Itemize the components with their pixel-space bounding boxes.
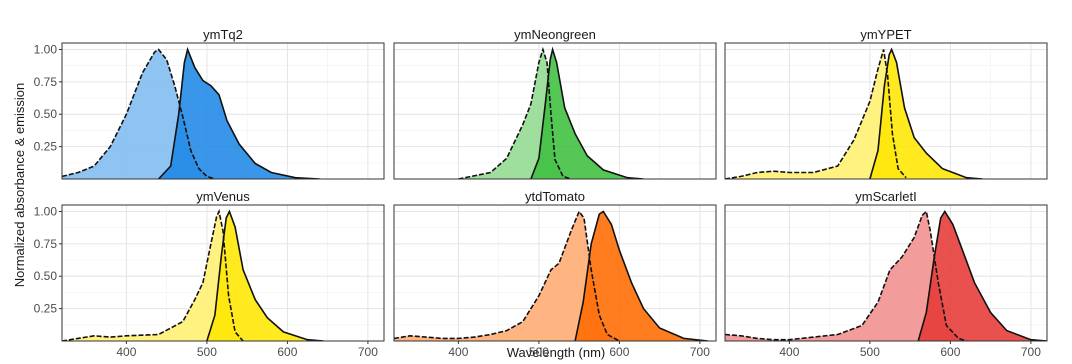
facet-panel: ymScarletI 400 500 600 700 [724, 189, 1048, 359]
emission-line [206, 209, 324, 341]
emission-area [206, 211, 324, 341]
facet-panel: ymYPET [724, 27, 1048, 180]
x-tick-label: 400 [448, 345, 468, 359]
emission-line [530, 46, 644, 179]
x-tick-label: 400 [779, 345, 799, 359]
facet-panel: ymNeongreen [393, 27, 717, 180]
y-tick-label: 0.75 [34, 237, 58, 251]
facet-title: ymVenus [196, 189, 250, 204]
data-layer [62, 46, 320, 179]
facet-title: ymYPET [860, 27, 911, 42]
x-tick-label: 600 [940, 345, 960, 359]
data-layer [725, 209, 1047, 341]
y-tick-label: 1.00 [34, 204, 58, 218]
facet-panel: ymTq2 0.25 0.50 0.75 1.00 [34, 27, 385, 180]
x-tick-label: 700 [358, 345, 378, 359]
data-layer [458, 46, 644, 179]
x-tick-label: 600 [609, 345, 629, 359]
absorbance-area [725, 49, 907, 179]
panel-border [393, 204, 717, 342]
x-tick-label: 500 [860, 345, 880, 359]
x-axis-title: Wavelength (nm) [507, 345, 606, 360]
facet-title: ytdTomato [525, 189, 585, 204]
emission-area [575, 211, 708, 341]
data-layer [62, 208, 324, 341]
facet-panel: ytdTomato 400 500 600 700 [393, 189, 717, 359]
data-layer [725, 47, 983, 179]
absorbance-line [394, 209, 620, 341]
panel-border [724, 204, 1048, 342]
absorbance-line [725, 49, 907, 179]
absorbance-area [394, 211, 620, 341]
y-tick-label: 0.25 [34, 302, 58, 316]
panel-border [393, 42, 717, 180]
facet-title: ymTq2 [203, 27, 243, 42]
y-tick-label: 1.00 [34, 42, 58, 56]
x-tick-label: 600 [277, 345, 297, 359]
x-tick-label: 500 [197, 345, 217, 359]
emission-line [917, 209, 1047, 341]
y-tick-label: 0.75 [34, 75, 58, 89]
data-layer [394, 209, 709, 341]
y-tick-label: 0.50 [34, 269, 58, 283]
emission-line [574, 210, 709, 341]
facet-panel: ymVenus 400 500 600 700 0.25 0.50 0.75 1.00 [34, 189, 385, 359]
absorbance-line [725, 209, 967, 341]
x-tick-label: 500 [529, 345, 549, 359]
y-tick-label: 0.25 [34, 140, 58, 154]
x-tick-label: 700 [1021, 345, 1041, 359]
y-tick-label: 0.50 [34, 107, 58, 121]
emission-area [869, 49, 983, 179]
facet-title: ymNeongreen [514, 27, 596, 42]
y-axis-title: Normalized absorbance & emission [12, 83, 27, 287]
emission-line [869, 47, 983, 179]
absorbance-area [62, 211, 244, 341]
x-tick-label: 400 [116, 345, 136, 359]
facet-title: ymScarletI [855, 189, 916, 204]
panel-border [61, 204, 385, 342]
x-tick-label: 700 [690, 345, 710, 359]
absorbance-line [62, 48, 216, 179]
emission-area [918, 211, 1047, 341]
facet-panels: ymTq2 0.25 0.50 0.75 1.00 ymNeongreen ymYPET ym… [34, 27, 1048, 359]
emission-area [530, 49, 644, 179]
emission-line [158, 46, 320, 179]
panel-border [724, 42, 1048, 180]
emission-area [158, 49, 320, 179]
panel-border [61, 42, 385, 180]
absorbance-line [458, 46, 572, 179]
absorbance-area [725, 211, 967, 341]
